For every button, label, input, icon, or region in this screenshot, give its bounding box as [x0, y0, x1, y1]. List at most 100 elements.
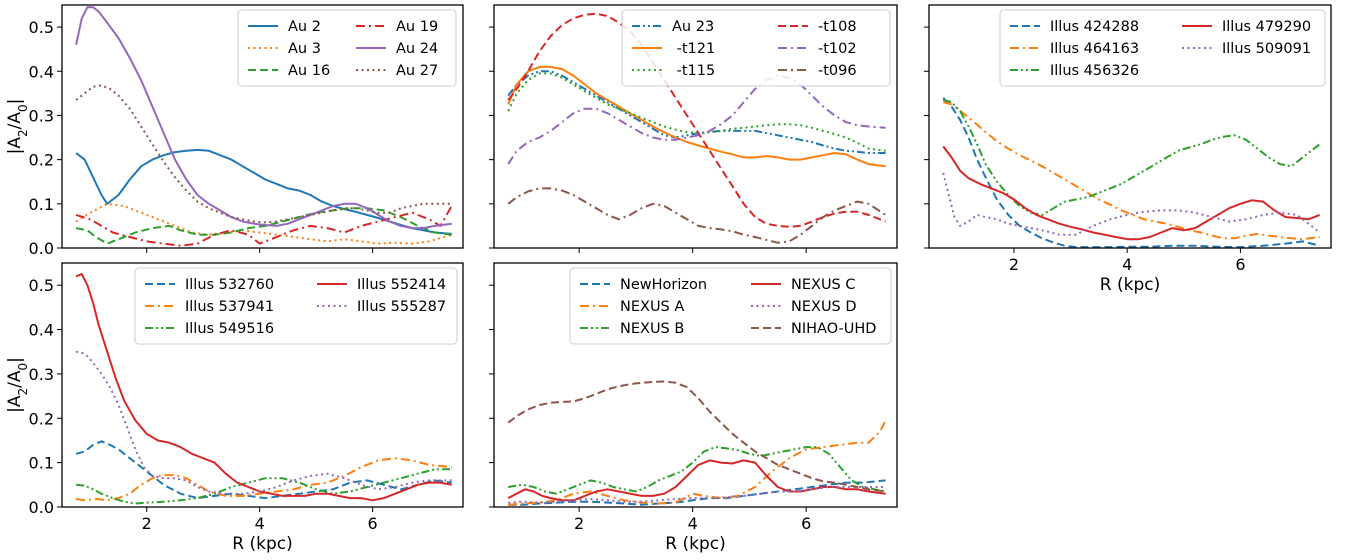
legend-label: Illus 509091	[1222, 41, 1311, 57]
legend-label: -t108	[818, 19, 857, 35]
legend-label: -t121	[672, 41, 715, 57]
legend: NewHorizon NEXUS A NEXUS B NEXUS C NEXUS D NI…	[569, 267, 892, 345]
series-line-5	[75, 6, 452, 230]
legend-label: Illus 537941	[185, 299, 274, 315]
legend-label: Au 24	[396, 41, 438, 57]
series-group	[75, 6, 453, 247]
series-line-1	[507, 70, 886, 154]
legend: Illus 532760 Illus 537941 Illus 549516 Illu…	[134, 267, 458, 345]
y-tick-label: 0.2	[29, 409, 54, 428]
y-tick-label: 0.1	[29, 454, 54, 473]
series-line-3	[75, 207, 452, 245]
x-tick-label: 6	[368, 514, 378, 533]
legend-label: -t102	[818, 41, 857, 57]
series-line-2	[75, 202, 452, 245]
series-line-4	[507, 12, 886, 228]
legend-label: Illus 464163	[1050, 41, 1139, 57]
y-axis-label: |A2/A0|	[5, 357, 30, 413]
legend-box	[621, 9, 891, 87]
series-line-6	[75, 84, 452, 224]
series-line-5	[507, 74, 886, 165]
y-tick-label: 0.2	[29, 151, 54, 170]
legend-label: Illus 552414	[357, 277, 446, 293]
legend-label: Illus 479290	[1222, 19, 1311, 35]
legend-label: Illus 424288	[1050, 19, 1139, 35]
series-line-4	[75, 273, 452, 502]
y-tick-label: 0.3	[29, 365, 54, 384]
x-axis-label: R (kpc)	[1100, 275, 1160, 295]
series-line-1	[75, 148, 452, 235]
series-group	[75, 273, 452, 505]
series-line-6	[507, 380, 886, 493]
x-tick-label: 4	[255, 514, 265, 533]
series-line-1	[942, 97, 1320, 248]
x-tick-label: 2	[574, 514, 584, 533]
legend-label: Au 3	[288, 41, 321, 57]
legend-label: NEXUS B	[620, 321, 684, 337]
series-group	[507, 12, 887, 244]
series-line-2	[507, 65, 886, 168]
series-line-3	[508, 446, 886, 495]
axes-frame	[928, 4, 1332, 249]
chart-panel-1: 0.00.10.20.30.40.5|A2/A0|Au 2Au 3Au 16Au…	[5, 4, 464, 258]
series-line-6	[507, 187, 887, 244]
x-axis-label: R (kpc)	[665, 534, 725, 554]
legend-label: NEXUS D	[791, 299, 857, 315]
legend-label: Au 23	[672, 19, 714, 35]
legend: Au 23 -t121 -t115 -t108 -t102 -t096	[621, 9, 891, 87]
legend-label: Illus 532760	[185, 277, 274, 293]
legend-label: -t115	[672, 63, 715, 79]
axes-frame	[493, 4, 898, 249]
legend-box	[999, 9, 1326, 87]
legend: Au 2 Au 3 Au 16 Au 19 Au 24 Au 27	[237, 9, 457, 87]
x-tick-label: 2	[142, 514, 152, 533]
x-tick-label: 4	[688, 514, 698, 533]
series-line-3	[942, 99, 1321, 216]
legend-box	[134, 267, 458, 345]
y-tick-label: 0.1	[29, 195, 54, 214]
x-tick-label: 4	[1122, 255, 1132, 274]
y-tick-label: 0.5	[29, 276, 54, 295]
x-tick-label: 2	[1009, 255, 1019, 274]
y-tick-label: 0.4	[29, 62, 54, 81]
y-tick-label: 0.0	[29, 239, 54, 258]
y-tick-label: 0.0	[29, 498, 54, 517]
legend-label: NewHorizon	[620, 277, 707, 293]
axes-frame	[61, 262, 464, 508]
legend: Illus 424288 Illus 464163 Illus 456326 Illu…	[999, 9, 1326, 87]
chart-panel-5: 2 4 6 R (kpc) NewHorizon NEXUS A NEXUS B NEXUS …	[489, 262, 898, 554]
legend-label: Illus 555287	[357, 299, 446, 315]
legend-label: Au 16	[288, 63, 330, 79]
chart-panel-4: 0.0 0.1 0.2 0.3 0.4 0.5 2 4 6 R (kpc) |A2/A0| Illus…	[5, 262, 464, 554]
series-line-2	[942, 101, 1320, 241]
series-group	[942, 97, 1321, 248]
series-line-2	[75, 457, 452, 502]
series-line-3	[507, 72, 886, 152]
legend-label: Illus 456326	[1050, 63, 1139, 79]
series-group	[507, 380, 887, 506]
x-tick-label: 6	[1235, 255, 1245, 274]
x-axis-label: R (kpc)	[232, 534, 292, 554]
legend-label: Au 27	[396, 63, 438, 79]
legend-label: Au 2	[288, 19, 321, 35]
legend-box	[569, 267, 892, 345]
legend-label: NEXUS C	[791, 277, 856, 293]
series-line-4	[942, 145, 1321, 241]
legend-label: Au 19	[396, 19, 438, 35]
series-line-3	[75, 468, 452, 505]
axes-frame	[493, 262, 898, 508]
legend-label: -t096	[818, 63, 857, 79]
x-tick-label: 6	[801, 514, 811, 533]
series-line-1	[508, 479, 886, 506]
series-line-5	[942, 172, 1321, 236]
y-tick-label: 0.5	[29, 18, 54, 37]
legend-label: NIHAO-UHD	[791, 321, 876, 337]
legend-box	[237, 9, 457, 87]
legend-label: Illus 549516	[185, 321, 274, 337]
series-line-2	[508, 420, 887, 506]
chart-panel-2: Au 23 -t121 -t115 -t108 -t102 -t096	[489, 4, 898, 253]
legend-label: NEXUS A	[620, 299, 684, 315]
y-tick-label: 0.4	[29, 321, 54, 340]
